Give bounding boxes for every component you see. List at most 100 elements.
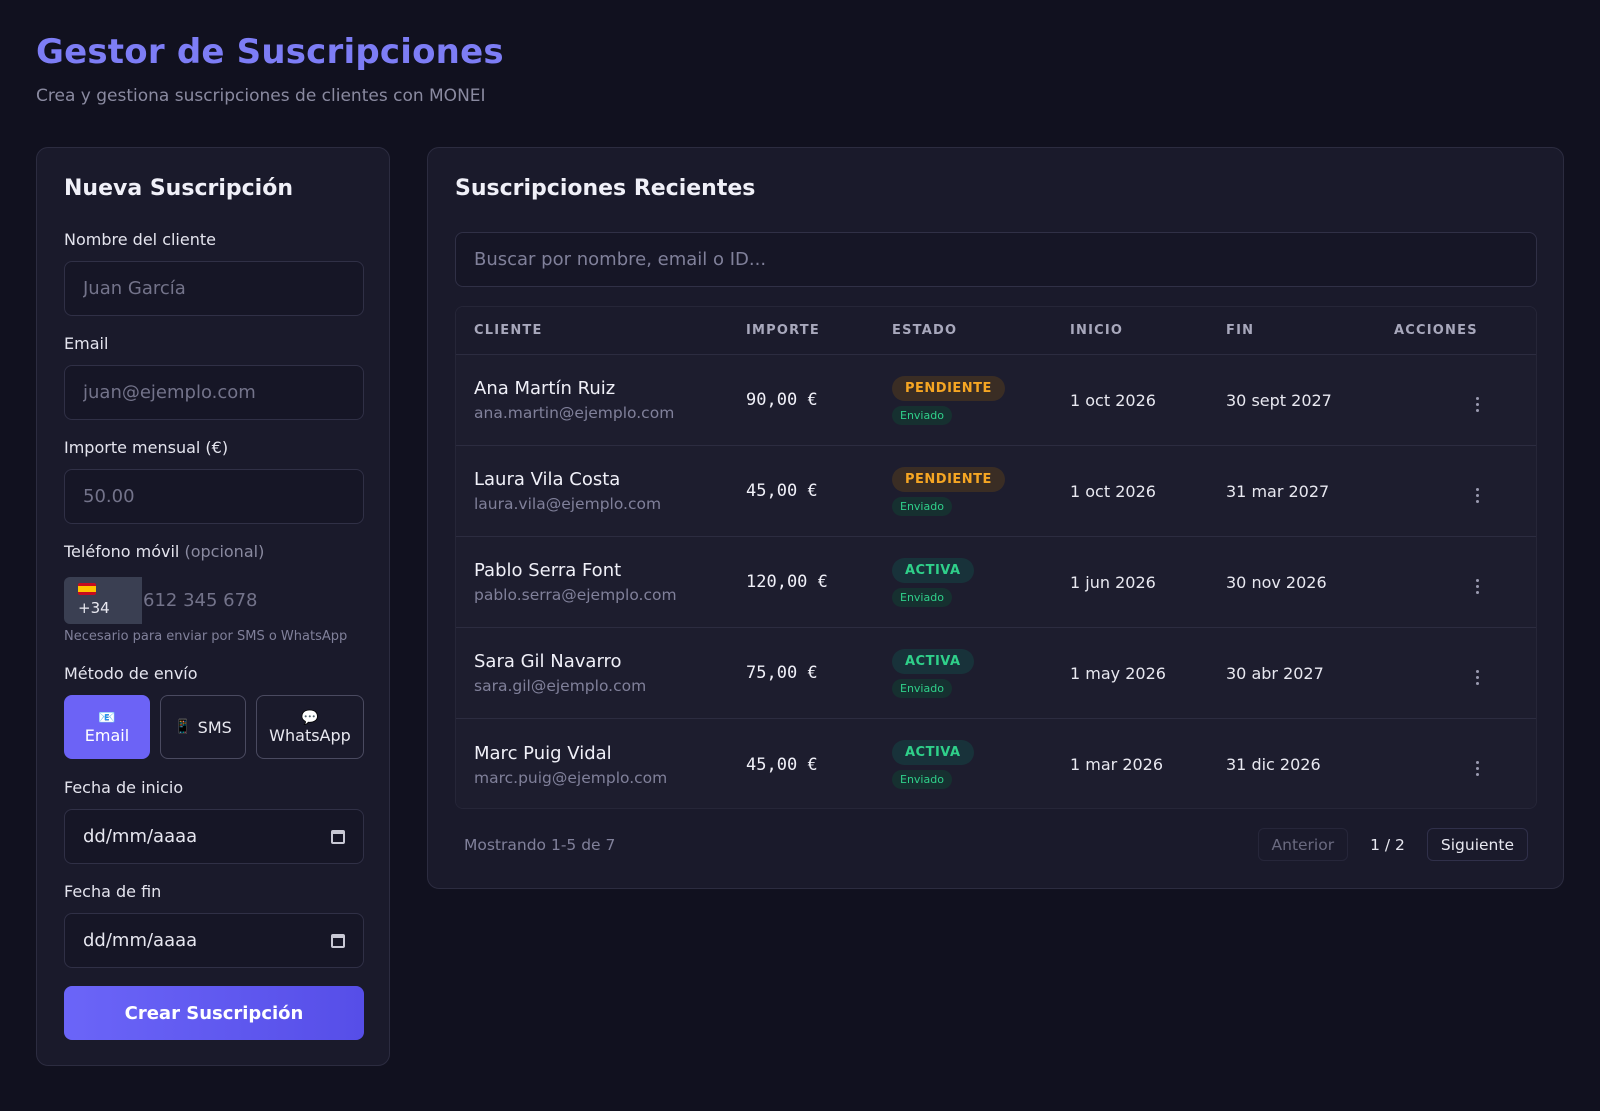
- column-header-amount: IMPORTE: [746, 323, 820, 338]
- client-email: pablo.serra@ejemplo.com: [474, 586, 677, 604]
- client-email: ana.martin@ejemplo.com: [474, 404, 675, 422]
- amount-value: 45,00 €: [746, 754, 818, 775]
- spain-flag-icon: [78, 583, 96, 595]
- recent-subscriptions-card: Suscripciones Recientes CLIENTE IMPORTE …: [427, 147, 1564, 889]
- end-date: 31 dic 2026: [1226, 755, 1321, 774]
- sent-badge: Enviado: [892, 496, 952, 516]
- more-actions-icon[interactable]: [1470, 575, 1485, 598]
- phone-icon: 📱: [174, 719, 192, 735]
- start-date: 1 jun 2026: [1070, 572, 1156, 592]
- calendar-icon[interactable]: [331, 933, 345, 948]
- end-date: 30 sept 2027: [1226, 390, 1332, 410]
- status-badge: ACTIVA: [892, 740, 974, 765]
- customer-name-input[interactable]: [64, 261, 364, 316]
- start-date: 1 may 2026: [1070, 663, 1166, 683]
- status-badge: PENDIENTE: [892, 466, 1005, 492]
- client-email: sara.gil@ejemplo.com: [474, 677, 647, 695]
- start-date-label: Fecha de inicio: [64, 778, 184, 797]
- page-subtitle: Crea y gestiona suscripciones de cliente…: [36, 86, 486, 106]
- end-date: 31 mar 2027: [1226, 481, 1330, 501]
- more-actions-icon[interactable]: [1470, 757, 1485, 780]
- phone-help-text: Necesario para enviar por SMS o WhatsApp: [64, 629, 348, 644]
- client-name: Pablo Serra Font: [474, 560, 622, 581]
- method-email-label: Email: [84, 725, 130, 745]
- client-email: laura.vila@ejemplo.com: [474, 495, 662, 513]
- next-page-button[interactable]: Siguiente: [1426, 828, 1528, 861]
- pagination-info: Mostrando 1-5 de 7: [464, 836, 616, 854]
- client-email: marc.puig@ejemplo.com: [474, 768, 668, 787]
- end-date: 30 abr 2027: [1226, 663, 1324, 683]
- phone-label: Teléfono móvil (opcional): [64, 542, 264, 561]
- sent-badge: Enviado: [892, 770, 952, 789]
- phone-input[interactable]: 612 345 678: [143, 590, 258, 611]
- email-field[interactable]: [64, 365, 364, 420]
- start-date-value: dd/mm/aaaa: [83, 826, 198, 847]
- phone-optional-hint: (opcional): [184, 542, 265, 561]
- end-date-value: dd/mm/aaaa: [83, 930, 198, 951]
- method-sms-button[interactable]: 📱 SMS: [160, 695, 246, 759]
- phone-row: +34 612 345 678: [64, 577, 364, 624]
- status-badge: PENDIENTE: [892, 375, 1005, 401]
- create-subscription-button[interactable]: Crear Suscripción: [64, 986, 364, 1040]
- client-name: Ana Martín Ruiz: [474, 378, 616, 399]
- table-row[interactable]: Marc Puig Vidal marc.puig@ejemplo.com 45,…: [456, 719, 1536, 808]
- method-whatsapp-label: WhatsApp: [269, 725, 351, 745]
- start-date: 1 oct 2026: [1070, 481, 1156, 501]
- table-row[interactable]: Laura Vila Costa laura.vila@ejemplo.com 4…: [456, 446, 1536, 537]
- method-whatsapp-button[interactable]: 💬 WhatsApp: [256, 695, 364, 759]
- column-header-end: FIN: [1226, 323, 1255, 338]
- method-email-button[interactable]: 📧 Email: [64, 695, 150, 759]
- status-badge: ACTIVA: [892, 557, 974, 583]
- amount-label: Importe mensual (€): [64, 438, 229, 457]
- pagination: Anterior 1 / 2 Siguiente: [1257, 828, 1528, 861]
- amount-value: 90,00 €: [746, 390, 818, 410]
- end-date: 30 nov 2026: [1226, 572, 1327, 592]
- column-header-start: INICIO: [1070, 323, 1124, 338]
- country-code-value: +34: [78, 599, 110, 617]
- client-name: Marc Puig Vidal: [474, 742, 612, 764]
- monthly-amount-input[interactable]: [64, 469, 364, 524]
- sent-badge: Enviado: [892, 678, 952, 698]
- amount-value: 120,00 €: [746, 572, 828, 592]
- end-date-input[interactable]: dd/mm/aaaa: [64, 913, 364, 968]
- more-actions-icon[interactable]: [1470, 484, 1485, 507]
- previous-page-button[interactable]: Anterior: [1257, 828, 1349, 861]
- form-title: Nueva Suscripción: [64, 176, 293, 201]
- amount-value: 75,00 €: [746, 663, 818, 683]
- email-label: Email: [64, 334, 109, 353]
- column-header-client: CLIENTE: [474, 323, 543, 338]
- page-header: Gestor de Suscripciones Crea y gestiona …: [36, 32, 504, 106]
- calendar-icon[interactable]: [331, 829, 345, 844]
- column-header-actions: ACCIONES: [1394, 323, 1478, 338]
- table-title: Suscripciones Recientes: [455, 176, 756, 201]
- client-name: Sara Gil Navarro: [474, 651, 622, 672]
- sent-badge: Enviado: [892, 405, 952, 425]
- subscriptions-table: CLIENTE IMPORTE ESTADO INICIO FIN ACCION…: [455, 306, 1537, 809]
- table-row[interactable]: Ana Martín Ruiz ana.martin@ejemplo.com 90…: [456, 355, 1536, 446]
- start-date: 1 mar 2026: [1070, 755, 1164, 774]
- method-sms-label: SMS: [197, 717, 232, 737]
- table-row[interactable]: Sara Gil Navarro sara.gil@ejemplo.com 75,…: [456, 628, 1536, 719]
- method-label: Método de envío: [64, 664, 198, 683]
- country-code-select[interactable]: +34: [64, 577, 142, 624]
- sent-badge: Enviado: [892, 587, 952, 607]
- phone-label-text: Teléfono móvil: [64, 542, 180, 561]
- chat-bubble-icon: 💬: [301, 709, 319, 726]
- end-date-label: Fecha de fin: [64, 882, 162, 901]
- start-date-input[interactable]: dd/mm/aaaa: [64, 809, 364, 864]
- search-input[interactable]: [455, 232, 1537, 287]
- client-name: Laura Vila Costa: [474, 469, 621, 490]
- table-header: CLIENTE IMPORTE ESTADO INICIO FIN ACCION…: [456, 307, 1536, 355]
- name-label: Nombre del cliente: [64, 230, 216, 249]
- table-row[interactable]: Pablo Serra Font pablo.serra@ejemplo.com …: [456, 537, 1536, 628]
- start-date: 1 oct 2026: [1070, 390, 1156, 410]
- email-icon: 📧: [98, 709, 116, 726]
- more-actions-icon[interactable]: [1470, 666, 1485, 689]
- amount-value: 45,00 €: [746, 481, 818, 501]
- status-badge: ACTIVA: [892, 648, 974, 674]
- send-method-group: 📧 Email 📱 SMS 💬 WhatsApp: [64, 695, 364, 759]
- page-title: Gestor de Suscripciones: [36, 32, 504, 72]
- page-indicator: 1 / 2: [1370, 835, 1405, 854]
- column-header-status: ESTADO: [892, 323, 958, 338]
- more-actions-icon[interactable]: [1470, 393, 1485, 416]
